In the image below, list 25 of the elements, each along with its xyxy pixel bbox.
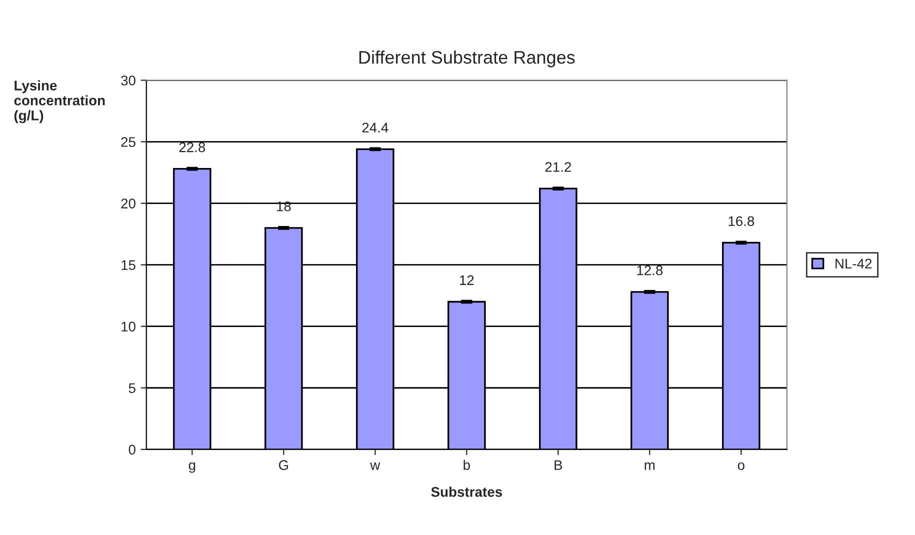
x-axis-title: Substrates <box>431 486 502 497</box>
y-tick-label: 5 <box>128 383 136 394</box>
x-tick-label: o <box>738 462 744 470</box>
y-axis-title: Lysine concentration (g/L) <box>14 80 105 124</box>
y-tick-label: 10 <box>122 322 136 332</box>
data-label: 18 <box>276 201 291 212</box>
data-label: 24.4 <box>362 122 388 132</box>
y-tick-label: 0 <box>128 444 136 455</box>
data-label: 16.8 <box>728 216 754 226</box>
y-tick-label: 25 <box>121 137 136 147</box>
legend-label: NL-42 <box>836 258 872 268</box>
chart-title: Different Substrate Ranges <box>359 50 575 68</box>
x-tick-label: G <box>278 460 288 470</box>
x-tick-label: b <box>464 460 470 470</box>
data-label: 22.8 <box>179 142 206 152</box>
data-label: 21.2 <box>545 162 571 172</box>
y-tick-label: 20 <box>121 198 136 208</box>
x-tick-label: m <box>644 462 655 470</box>
y-tick-label: 15 <box>122 260 136 270</box>
x-tick-label: w <box>370 462 380 470</box>
data-label: 12.8 <box>637 265 663 276</box>
x-tick-label: g <box>188 462 196 473</box>
data-label: 12 <box>460 275 474 285</box>
x-tick-label: B <box>554 460 562 470</box>
y-tick-label: 30 <box>121 76 136 86</box>
